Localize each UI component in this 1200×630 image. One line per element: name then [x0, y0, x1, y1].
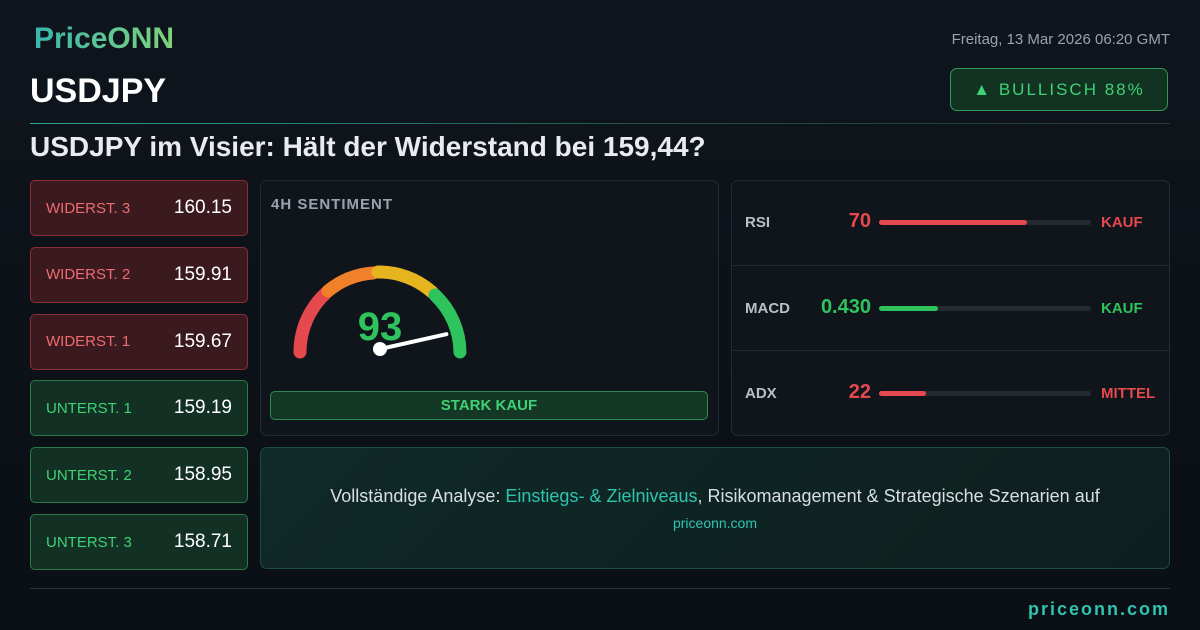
indicator-signal: KAUF [1101, 299, 1143, 317]
indicator-bar [879, 305, 939, 311]
indicator-track [879, 220, 1091, 225]
indicator-value: 70 [848, 210, 871, 232]
level-price: 159.67 [173, 330, 232, 352]
indicator-value: 22 [848, 381, 871, 403]
signal-button: STARK KAUF [270, 391, 708, 420]
cta-highlight: Einstiegs- & Zielniveaus [505, 486, 698, 506]
cta-panel [260, 447, 1170, 569]
cta-part: Vollständige Analyse: [330, 486, 506, 506]
row-divider [732, 350, 1169, 351]
level-label: UNTERST. 3 [46, 533, 132, 551]
headline: USDJPY im Visier: Hält der Widerstand be… [30, 131, 706, 162]
indicator-name: RSI [745, 214, 771, 231]
indicator-signal: MITTEL [1101, 385, 1156, 402]
indicator-name: MACD [745, 299, 790, 317]
divider [30, 588, 1170, 589]
indicator-row: ADX 22 MITTEL [732, 351, 1169, 436]
level-price: 160.15 [173, 197, 232, 218]
indicator-track [879, 305, 1091, 311]
level-label: UNTERST. 1 [46, 399, 132, 417]
level-label: UNTERST. 2 [46, 466, 132, 484]
level-price: 158.71 [173, 531, 232, 552]
date: Freitag, 13 Mar 2026 06:20 GMT [951, 31, 1170, 48]
level-box: WIDERST. 2 159.91 [30, 246, 248, 303]
level-price: 158.95 [173, 464, 232, 486]
indicator-bar [879, 391, 926, 396]
gauge-hub [373, 342, 387, 356]
level-box: UNTERST. 3 158.71 [30, 514, 248, 570]
cta-text: Vollständige Analyse: Einstiegs- & Zieln… [260, 486, 1170, 507]
indicator-name: ADX [745, 385, 777, 402]
indicator-signal: KAUF [1101, 214, 1143, 231]
level-price: 159.19 [173, 397, 232, 419]
cta-part: , Risikomanagement & Strategische Szenar… [697, 486, 1100, 506]
sentiment-title: 4H SENTIMENT [271, 196, 394, 213]
badge: ▲ BULLISCH 88% [950, 68, 1168, 111]
indicator-bar [879, 220, 1028, 225]
gauge-value: 93 [358, 305, 403, 349]
level-box: UNTERST. 2 158.95 [30, 447, 248, 504]
level-label: WIDERST. 3 [46, 199, 131, 217]
indicator-value: 0.430 [820, 295, 871, 318]
level-box: WIDERST. 1 159.67 [30, 313, 248, 370]
footer-url: priceonn.com [1027, 599, 1170, 619]
symbol: USDJPY [30, 72, 167, 110]
gauge: 93 [293, 265, 467, 359]
gauge-needle [378, 332, 449, 351]
row-divider [732, 265, 1169, 266]
divider [30, 123, 1170, 124]
level-box: UNTERST. 1 159.19 [30, 380, 248, 437]
logo: PriceONN [34, 22, 175, 55]
indicator-row: RSI 70 KAUF [732, 180, 1169, 265]
level-price: 159.91 [173, 263, 232, 285]
level-label: WIDERST. 2 [46, 266, 131, 284]
indicator-track [879, 391, 1091, 396]
level-label: WIDERST. 1 [46, 333, 131, 351]
indicator-row: MACD 0.430 KAUF [732, 266, 1169, 351]
cta-link: priceonn.com [672, 515, 758, 531]
level-box: WIDERST. 3 160.15 [30, 180, 248, 236]
